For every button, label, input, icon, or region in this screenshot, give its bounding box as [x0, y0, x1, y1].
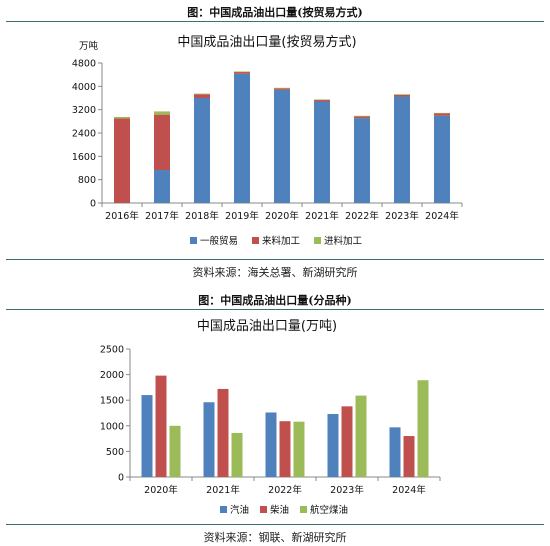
bar-柴油-2022年 — [279, 421, 291, 477]
bar-柴油-2023年 — [341, 406, 353, 477]
y-tick-label: 4000 — [72, 82, 96, 93]
panel2-source: 资料来源：钢联、新湖研究所 — [203, 531, 347, 544]
legend-swatch — [260, 506, 267, 513]
chart1-unit-label: 万吨 — [79, 40, 99, 52]
x-tick-label: 2024年 — [392, 484, 426, 496]
bar-航空煤油-2020年 — [169, 425, 181, 477]
x-tick-label: 2018年 — [185, 210, 219, 222]
legend-label: 柴油 — [270, 504, 289, 516]
y-tick-label: 0 — [90, 199, 96, 210]
x-tick-label: 2016年 — [105, 210, 139, 222]
y-tick-label: 4800 — [72, 59, 96, 70]
y-tick-label: 800 — [78, 175, 96, 186]
bar-来料加工-2024年 — [434, 113, 450, 116]
bar-来料加工-2020年 — [274, 88, 290, 90]
panel1-top-rule — [6, 21, 544, 22]
bar-航空煤油-2022年 — [293, 421, 305, 477]
y-tick-label: 0 — [118, 473, 124, 484]
bar-进料加工-2018年 — [194, 93, 210, 95]
panel1-bottom-rule — [6, 259, 544, 260]
legend-label: 汽油 — [230, 504, 249, 516]
bar-汽油-2020年 — [141, 395, 153, 477]
panel2-top-rule — [6, 309, 544, 310]
x-tick-label: 2020年 — [144, 484, 178, 496]
bar-航空煤油-2021年 — [231, 432, 243, 477]
bar-柴油-2024年 — [403, 436, 415, 477]
bar-进料加工-2023年 — [394, 94, 410, 95]
chart2-title: 中国成品油出口量(万吨) — [197, 319, 337, 334]
bar-一般贸易-2018年 — [194, 98, 210, 203]
bar-一般贸易-2022年 — [354, 118, 370, 203]
bar-柴油-2020年 — [155, 375, 167, 477]
bar-航空煤油-2023年 — [355, 395, 367, 477]
chart1-title: 中国成品油出口量(按贸易方式) — [177, 34, 356, 50]
y-tick-label: 3200 — [72, 105, 96, 116]
bar-一般贸易-2023年 — [394, 96, 410, 203]
y-tick-label: 2000 — [100, 370, 124, 381]
legend-swatch — [190, 237, 197, 244]
bar-一般贸易-2019年 — [234, 73, 250, 203]
y-tick-label: 1600 — [72, 152, 96, 163]
x-tick-label: 2021年 — [305, 210, 339, 222]
bar-来料加工-2016年 — [114, 118, 130, 203]
bar-进料加工-2020年 — [274, 87, 290, 89]
y-tick-label: 2500 — [100, 345, 124, 356]
bar-进料加工-2016年 — [114, 116, 130, 119]
panel2-header: 图：中国成品油出口量(分品种) — [198, 294, 352, 307]
bar-汽油-2022年 — [265, 412, 277, 477]
bar-来料加工-2022年 — [354, 116, 370, 119]
bar-汽油-2023年 — [327, 414, 339, 477]
y-tick-label: 1000 — [100, 421, 124, 432]
bar-进料加工-2024年 — [434, 112, 450, 114]
y-tick-label: 1500 — [100, 396, 124, 407]
bar-一般贸易-2024年 — [434, 115, 450, 203]
bar-来料加工-2019年 — [234, 72, 250, 74]
bar-一般贸易-2021年 — [314, 101, 330, 203]
bar-来料加工-2017年 — [154, 114, 170, 171]
legend-label: 进料加工 — [324, 235, 363, 247]
panel1-source: 资料来源：海关总署、新湖研究所 — [192, 266, 358, 279]
x-tick-label: 2023年 — [385, 210, 419, 222]
product-type-chart: 中国成品油出口量(万吨) 0 500 1000 1500 2000 2500 2020年 2… — [100, 319, 441, 516]
trade-mode-chart: 中国成品油出口量(按贸易方式) 万吨 0 800 1600 2400 3200 4000 4… — [72, 34, 463, 247]
x-tick-label: 2022年 — [268, 484, 302, 496]
bar-汽油-2021年 — [203, 402, 215, 477]
x-tick-label: 2017年 — [145, 210, 179, 222]
bar-进料加工-2022年 — [354, 115, 370, 117]
legend-label: 一般贸易 — [200, 235, 238, 247]
bar-汽油-2024年 — [389, 427, 401, 477]
bar-来料加工-2023年 — [394, 94, 410, 97]
x-tick-label: 2023年 — [330, 484, 364, 496]
bar-来料加工-2018年 — [194, 94, 210, 98]
x-tick-label: 2019年 — [225, 210, 259, 222]
y-tick-label: 500 — [106, 447, 124, 458]
panel1-header: 图：中国成品油出口量(按贸易方式) — [187, 6, 363, 19]
bar-一般贸易-2017年 — [154, 170, 170, 203]
x-tick-label: 2020年 — [265, 210, 299, 222]
legend-swatch — [314, 237, 321, 244]
legend-swatch — [220, 506, 227, 513]
x-tick-label: 2022年 — [345, 210, 379, 222]
x-tick-label: 2024年 — [425, 210, 459, 222]
bar-来料加工-2021年 — [314, 100, 330, 102]
bar-一般贸易-2020年 — [274, 89, 290, 203]
legend-swatch — [300, 506, 307, 513]
legend-label: 来料加工 — [262, 235, 301, 247]
bar-柴油-2021年 — [217, 388, 229, 477]
bar-进料加工-2021年 — [314, 99, 330, 101]
bar-进料加工-2019年 — [234, 71, 250, 73]
legend-swatch — [252, 237, 259, 244]
y-tick-label: 2400 — [72, 129, 96, 140]
panel2-bottom-rule — [6, 524, 544, 525]
legend-label: 航空煤油 — [310, 504, 348, 516]
bar-进料加工-2017年 — [154, 111, 170, 115]
x-tick-label: 2021年 — [206, 484, 240, 496]
bar-航空煤油-2024年 — [417, 380, 429, 477]
